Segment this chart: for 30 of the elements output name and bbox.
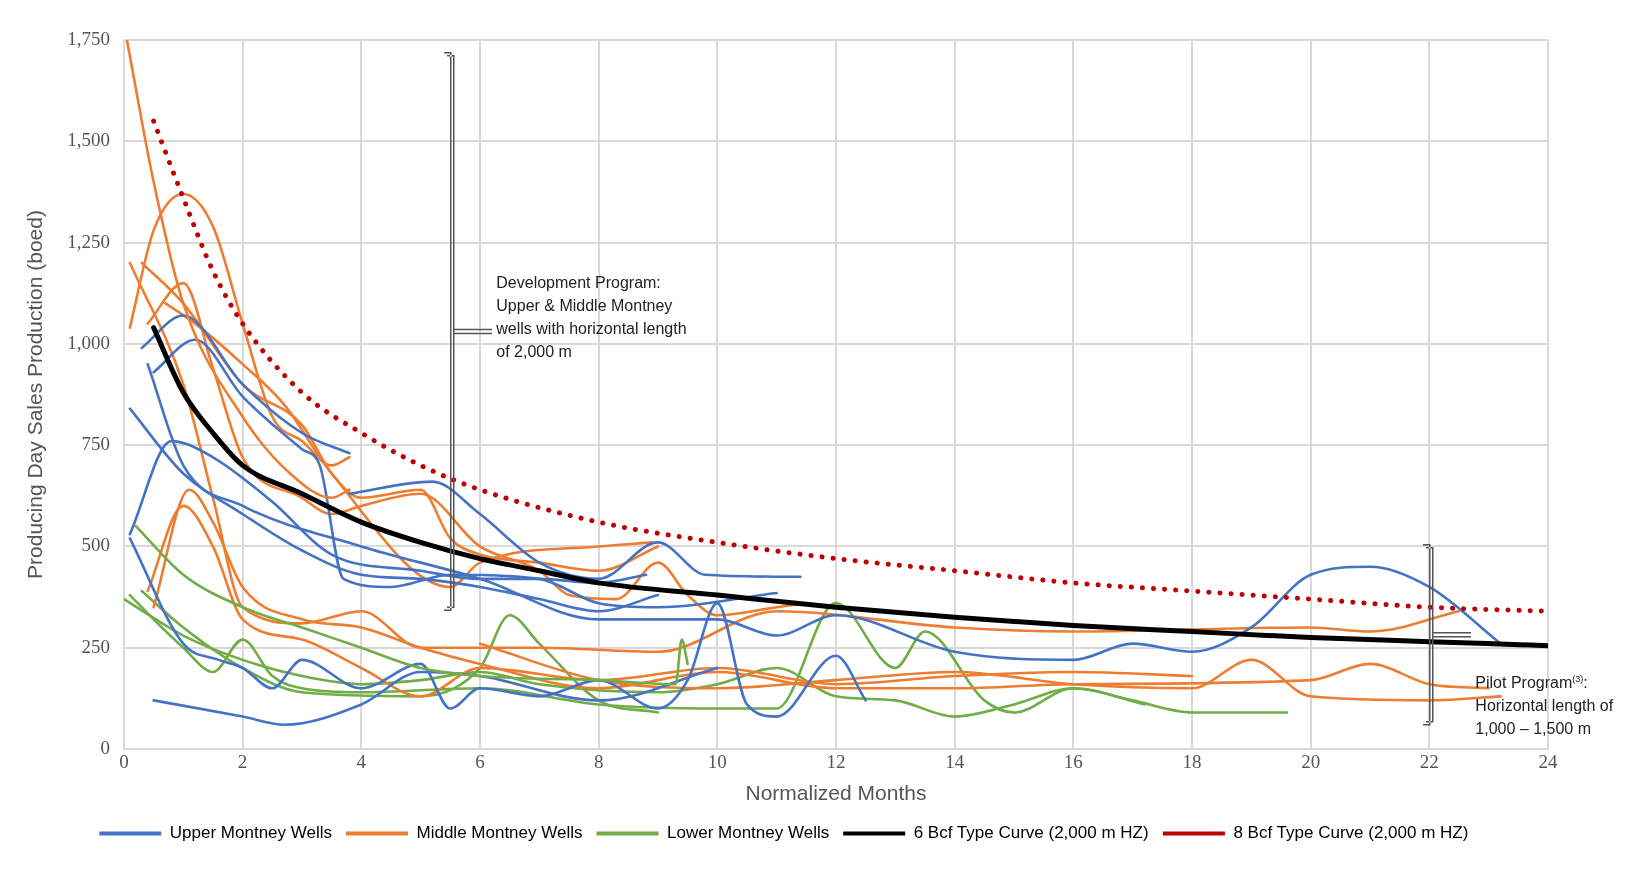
y-axis-title: Producing Day Sales Production (boed) <box>23 210 47 579</box>
x-tick-label: 22 <box>1419 751 1439 773</box>
x-tick-label: 8 <box>593 751 604 773</box>
legend-label: Lower Montney Wells <box>666 823 830 843</box>
x-tick-label: 24 <box>1538 751 1558 773</box>
legend-label: Upper Montney Wells <box>169 823 333 843</box>
y-tick-label: 250 <box>81 635 110 657</box>
x-tick-label: 4 <box>356 751 367 773</box>
x-tick-label: 18 <box>1182 751 1202 773</box>
y-tick-label: 1,500 <box>67 129 110 151</box>
x-tick-label: 6 <box>475 751 485 773</box>
x-tick-label: 20 <box>1301 751 1321 773</box>
x-tick-label: 16 <box>1063 751 1083 773</box>
annotation: Development Program: Upper & Middle Montney wells with horizontal length of 2,000 m <box>496 272 688 362</box>
x-axis-title: Normalized Months <box>745 781 927 805</box>
y-tick-label: 750 <box>81 433 110 455</box>
y-tick-label: 1,000 <box>67 331 110 353</box>
legend-label: 8 Bcf Type Curve (2,000 m HZ) <box>1233 823 1469 843</box>
y-tick-label: 500 <box>81 534 110 556</box>
y-tick-label: 1,250 <box>67 230 110 252</box>
x-tick-label: 2 <box>237 751 248 773</box>
x-tick-label: 14 <box>945 751 965 773</box>
annotation: Pilot Program$^{(3)}$: Horizontal length of 1,000 – 1,500 m <box>1475 672 1615 740</box>
x-tick-label: 0 <box>119 751 129 773</box>
y-tick-label: 0 <box>100 736 110 758</box>
y-tick-label: 1,750 <box>67 27 110 49</box>
x-tick-label: 12 <box>826 751 846 773</box>
legend-label: 6 Bcf Type Curve (2,000 m HZ) <box>913 823 1149 843</box>
legend-label: Middle Montney Wells <box>416 823 583 843</box>
x-tick-label: 10 <box>707 751 727 773</box>
